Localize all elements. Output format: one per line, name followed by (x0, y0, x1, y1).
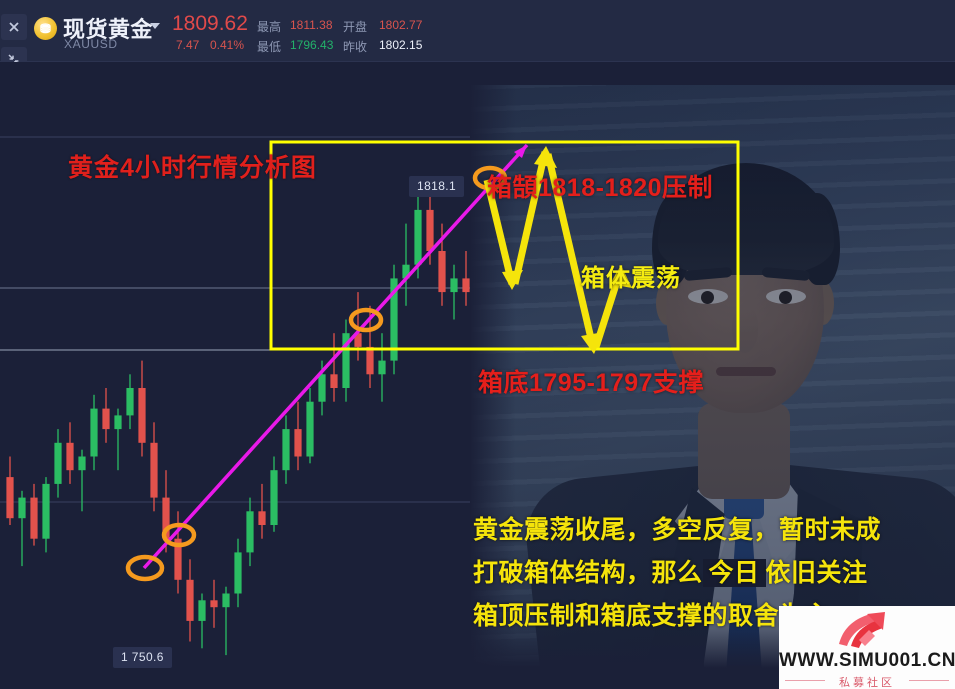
value-high: 1811.38 (290, 18, 333, 32)
page-title: 黄金4小时行情分析图 (68, 154, 317, 182)
commentary-line-2-part-a: 打破箱体结构，那么 (473, 559, 703, 587)
swing-marker-3[interactable] (348, 307, 384, 333)
commentary-line-2: 打破箱体结构，那么 今日 依旧关注 (473, 552, 923, 595)
commentary-highlight-today: 今日 (702, 559, 766, 587)
resistance-label: 箱頶1818-1820压制 (487, 174, 714, 202)
symbol-code: XAUUSD (64, 37, 118, 51)
value-prev-close: 1802.15 (379, 38, 423, 52)
watermark-logo-icon (839, 612, 885, 648)
price-tag-high: 1818.1 (409, 176, 465, 197)
chevron-down-icon[interactable] (150, 23, 160, 29)
symbol-name: 现货黄金 (63, 17, 154, 42)
consolidation-box[interactable] (269, 140, 740, 351)
coin-glyph: ⛃ (40, 21, 51, 36)
uptrend-line[interactable] (142, 143, 529, 570)
commentary-line-1: 黄金震荡收尾，多空反复，暂时未成 (473, 516, 882, 544)
gold-coin-icon: ⛃ (34, 17, 57, 40)
change-percent: 0.41% (210, 38, 245, 52)
drawing-overlay (125, 140, 740, 582)
uptrend-arrowhead (514, 145, 527, 158)
quote-header: ⛃ 现货黄金 XAUUSD 1809.62 7.47 0.41% 最高 1811… (0, 0, 955, 73)
watermark: WWW.SIMU001.CN 私募社区 (779, 606, 955, 689)
chart-canvas[interactable]: 黄金4小时行情分析图 箱頶1818-1820压制 箱底1795-1797支撑 箱… (0, 62, 955, 689)
label-low: 最低 (257, 40, 282, 54)
swing-marker-low[interactable] (125, 554, 165, 582)
label-prev-close: 昨收 (343, 40, 368, 54)
price-tag-low: 1 750.6 (113, 647, 172, 668)
watermark-url: WWW.SIMU001.CN (779, 650, 955, 671)
forecast-zigzag[interactable] (483, 146, 632, 354)
label-high: 最高 (257, 20, 282, 34)
commentary-line-2-part-b: 依旧关注 (765, 559, 868, 587)
range-oscillation-label: 箱体震荡 (581, 265, 681, 292)
value-low: 1796.43 (290, 38, 334, 52)
close-icon (9, 22, 19, 32)
support-label: 箱底1795-1797支撑 (478, 369, 705, 397)
change-absolute: 7.47 (176, 38, 200, 52)
watermark-rule-right (909, 680, 949, 681)
label-open: 开盘 (343, 20, 368, 34)
close-button[interactable] (1, 14, 27, 40)
swing-marker-2[interactable] (161, 522, 197, 548)
value-open: 1802.77 (379, 18, 423, 32)
last-price: 1809.62 (172, 12, 248, 35)
watermark-rule-left (785, 680, 825, 681)
watermark-subtitle: 私募社区 (839, 677, 895, 689)
